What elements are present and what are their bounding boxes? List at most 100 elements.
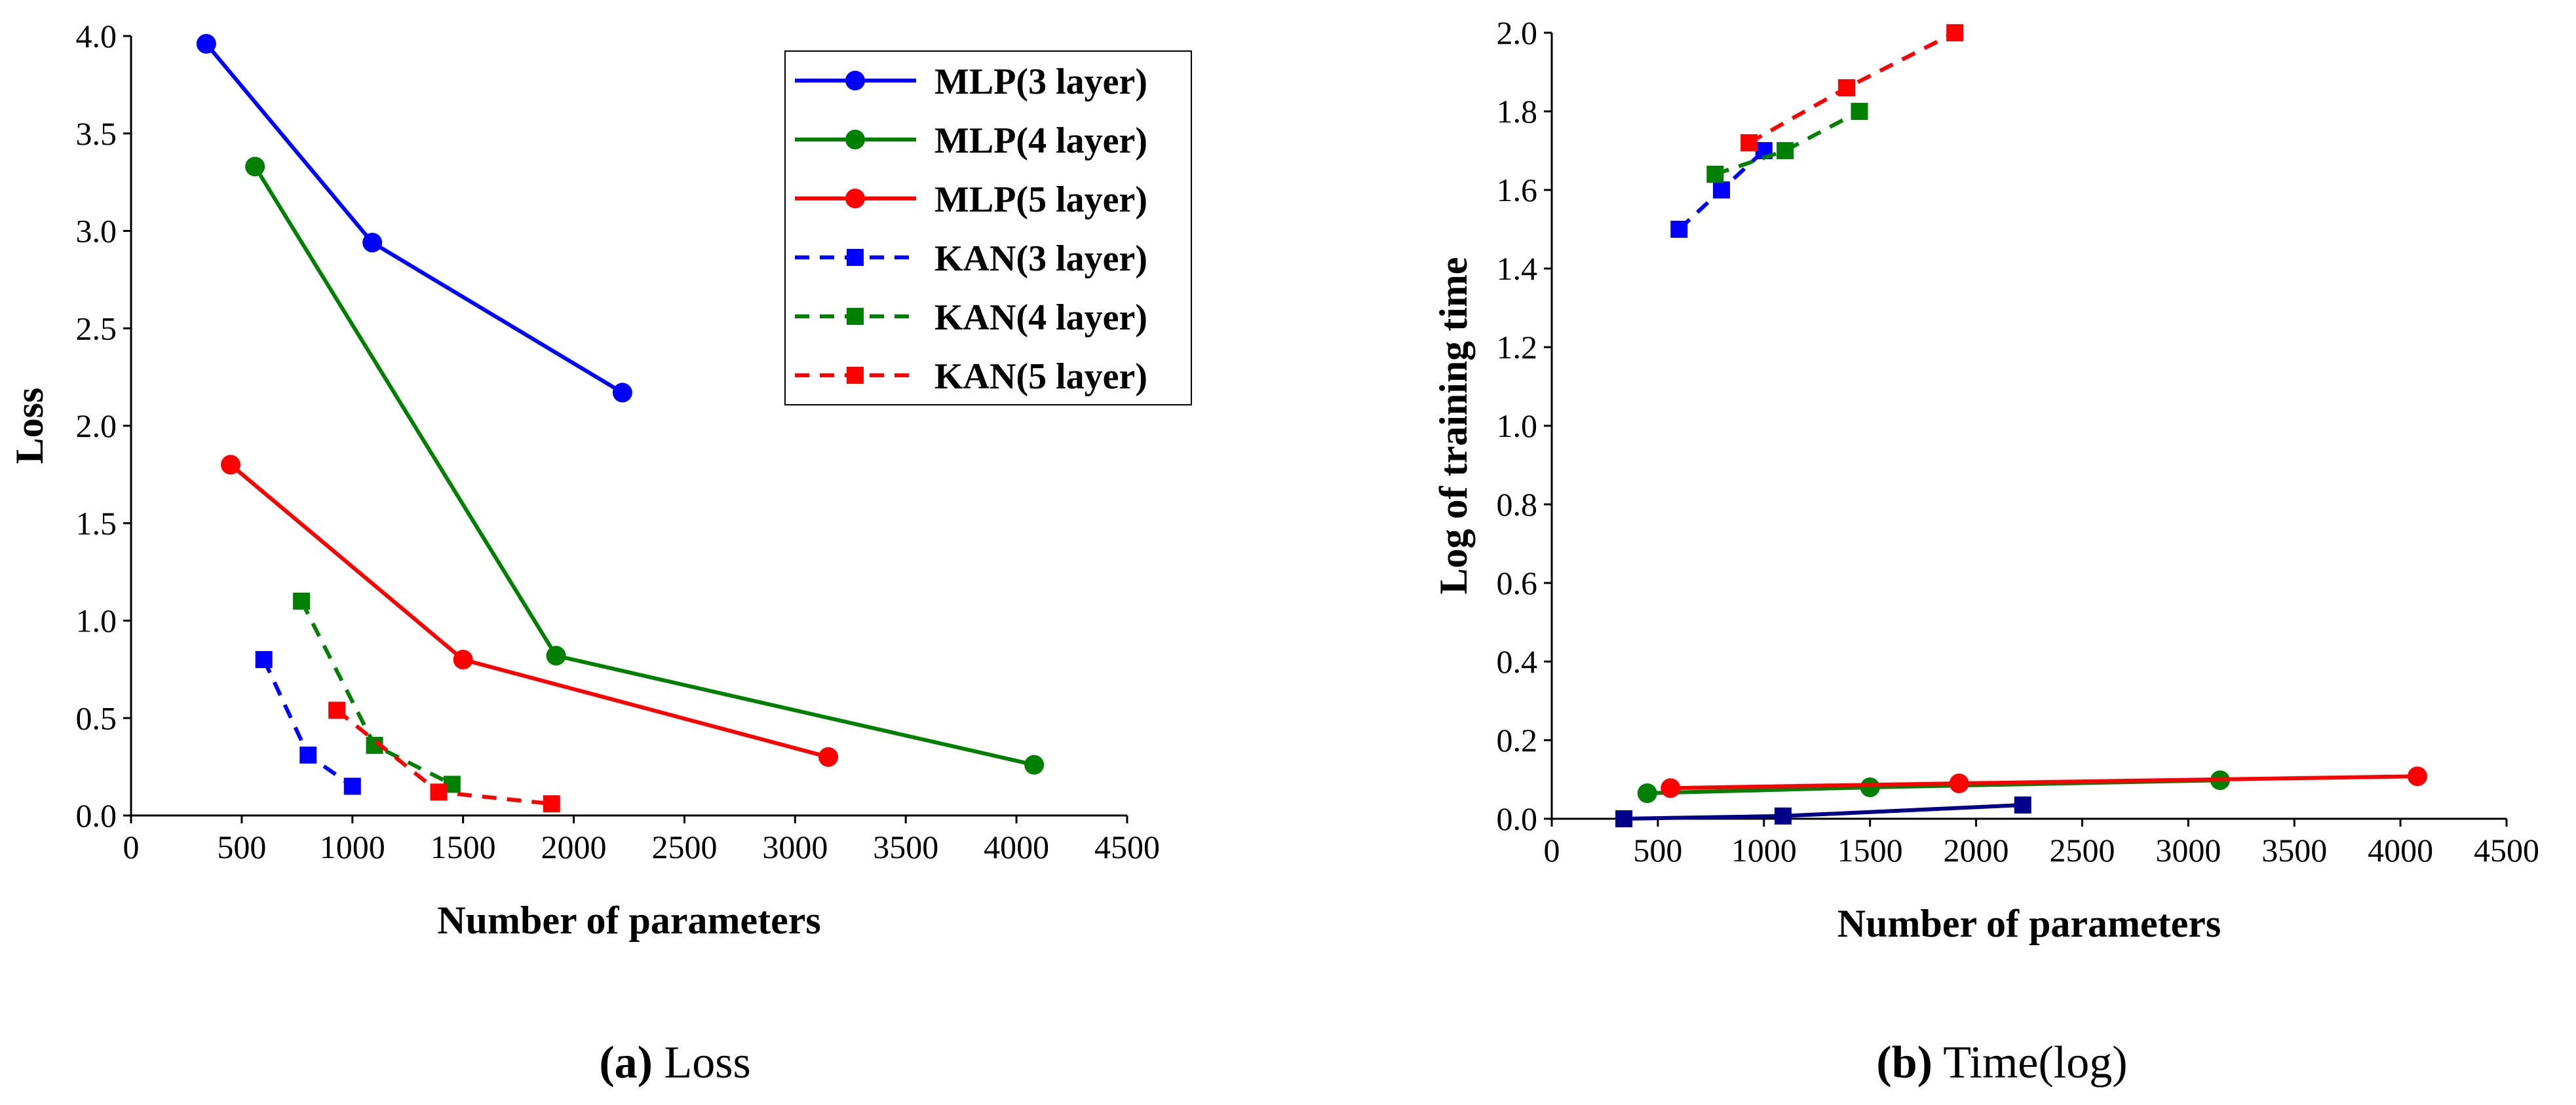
x-tick-label: 3500 (873, 829, 938, 865)
legend-kan-3-layer-marker (847, 249, 864, 266)
series-4-point (1706, 166, 1724, 183)
kan-5-layer-point (430, 783, 448, 801)
x-tick-label: 4000 (2368, 832, 2433, 869)
mlp-3-layer-point (612, 383, 632, 403)
caption-b-text: Time(log) (1932, 1038, 2128, 1088)
caption-a-letter: (a) (599, 1038, 653, 1088)
legend-mlp-4-layer-marker (845, 130, 865, 149)
y-tick-label: 2.5 (76, 310, 117, 346)
series-2-point (2408, 766, 2428, 787)
x-tick-label: 500 (217, 829, 266, 865)
series-0-point (1615, 810, 1633, 827)
y-tick-label: 3.5 (76, 115, 117, 152)
plot-area (196, 33, 1045, 813)
x-tick-label: 1500 (431, 829, 496, 865)
legend-kan-4-layer-marker (847, 308, 864, 325)
series-5-point (1946, 24, 1964, 41)
x-tick-label: 4000 (984, 829, 1049, 865)
mlp-3-layer-line (204, 42, 624, 394)
legend-kan-3-layer-label: KAN(3 layer) (934, 238, 1147, 279)
series-2-line (1670, 774, 2418, 791)
x-tick-label: 4500 (1094, 829, 1160, 865)
x-tick-label: 1000 (1731, 832, 1797, 869)
x-tick-label: 3500 (2261, 832, 2327, 869)
x-tick-label: 4500 (2474, 832, 2539, 869)
x-tick-label: 2500 (2049, 832, 2115, 869)
mlp-5-layer-point (818, 747, 838, 767)
caption-a: (a) Loss (599, 1038, 750, 1088)
y-tick-label: 1.8 (1497, 93, 1538, 130)
plot-area (1615, 24, 2428, 827)
x-tick-label: 0 (123, 829, 140, 865)
kan-3-layer-point (343, 777, 361, 795)
legend-mlp-3-layer-label: MLP(3 layer) (934, 62, 1147, 102)
caption-a-text: Loss (653, 1038, 751, 1088)
x-tick-label: 3000 (762, 829, 828, 865)
kan-3-layer-point (299, 746, 317, 764)
x-tick-label: 0 (1544, 832, 1560, 869)
kan-3-layer-point (255, 651, 273, 668)
y-tick-label: 0.4 (1497, 643, 1538, 680)
series-1-point (1637, 783, 1657, 803)
series-0-line (1624, 803, 2023, 821)
legend-box (784, 50, 1192, 405)
series-0-point (1774, 807, 1792, 825)
legend-kan-4-layer-label: KAN(4 layer) (934, 297, 1147, 338)
mlp-4-layer-point (1024, 755, 1045, 775)
mlp-3-layer-point (362, 233, 383, 253)
kan-4-layer-point (293, 592, 311, 610)
x-axis-title: Number of parameters (1837, 902, 2221, 945)
x-tick-label: 2000 (1944, 832, 2009, 869)
series-1-point (1860, 777, 1880, 797)
mlp-5-layer-point (453, 650, 473, 669)
series-3-point (1713, 181, 1731, 198)
series-2-point (1949, 774, 1969, 793)
loss-chart: 0 500 1000 1500 2000 2500 3000 3500 4000 4500 0.0 0… (8, 18, 1192, 942)
mlp-3-layer-point (196, 33, 216, 54)
y-tick-label: 1.2 (1497, 329, 1538, 365)
y-tick-label: 0.8 (1497, 486, 1538, 523)
series-5-point (1740, 134, 1758, 151)
y-tick-label: 1.6 (1497, 172, 1538, 208)
kan-4-layer-line (299, 600, 453, 787)
legend-mlp-3-layer-marker (845, 71, 865, 90)
y-tick-label: 2.0 (1497, 14, 1538, 51)
caption-b: (b) Time(log) (1876, 1038, 2127, 1088)
y-tick-label: 0.2 (1497, 722, 1538, 759)
legend: MLP(3 layer) MLP(4 layer) MLP(5 layer) KAN(… (784, 50, 1192, 405)
y-tick-label: 4.0 (76, 18, 117, 54)
x-tick-label: 500 (1633, 832, 1682, 869)
x-tick-label: 2000 (541, 829, 607, 865)
y-tick-label: 0.5 (76, 700, 117, 736)
series-5-point (1838, 79, 1856, 96)
x-tick-label: 3000 (2155, 832, 2221, 869)
y-tick-label: 3.0 (76, 213, 117, 250)
y-tick-label: 2.0 (76, 407, 117, 444)
kan-5-layer-point (543, 795, 560, 813)
training-time-chart: 0 500 1000 1500 2000 2500 3000 3500 4000 4500 0.0 0… (1432, 14, 2539, 945)
y-tick-label: 1.4 (1497, 250, 1538, 287)
kan-5-layer-point (328, 702, 346, 719)
series-3-point (1670, 221, 1688, 238)
y-tick-label: 1.5 (76, 505, 117, 542)
series-4-line (1714, 109, 1860, 176)
x-tick-label: 2500 (651, 829, 717, 865)
mlp-4-layer-point (546, 646, 566, 666)
y-tick-label: 1.0 (76, 603, 117, 639)
x-tick-label: 1000 (320, 829, 385, 865)
y-tick-label: 0.6 (1497, 565, 1538, 601)
y-tick-label: 1.0 (1497, 407, 1538, 444)
series-0-point (2014, 796, 2031, 814)
mlp-5-layer-point (221, 455, 240, 475)
legend-mlp-4-layer-label: MLP(4 layer) (934, 121, 1147, 161)
legend-mlp-5-layer-marker (845, 189, 865, 208)
y-tick-label: 0.0 (1497, 800, 1538, 837)
legend-kan-5-layer-label: KAN(5 layer) (934, 356, 1147, 397)
y-axis-title: Loss (8, 388, 51, 464)
y-axis-title: Log of training time (1432, 257, 1475, 595)
series-4-point (1777, 142, 1794, 159)
series-2-point (1661, 778, 1681, 798)
y-tick-label: 0.0 (76, 797, 117, 834)
legend-kan-5-layer-marker (847, 367, 864, 384)
